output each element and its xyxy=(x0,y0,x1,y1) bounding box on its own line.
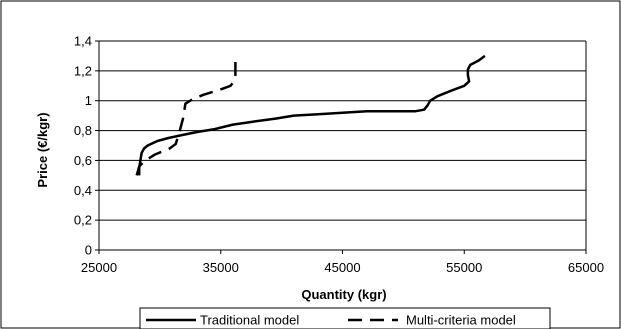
y-tick-label: 1,2 xyxy=(74,63,92,78)
y-tick-label: 0,6 xyxy=(74,153,92,168)
x-tick-label: 55000 xyxy=(446,260,482,275)
y-tick-label: 0 xyxy=(85,243,92,258)
x-tick-labels: 25000 35000 45000 55000 65000 xyxy=(81,260,604,275)
legend-box xyxy=(139,307,551,329)
legend-label-multicriteria: Multi-criteria model xyxy=(406,313,516,328)
legend-label-traditional: Traditional model xyxy=(200,313,299,328)
y-tick-label: 1 xyxy=(85,93,92,108)
y-tick-label: 0,2 xyxy=(74,213,92,228)
x-axis-label: Quantity (kgr) xyxy=(301,287,386,302)
legend: Traditional model Multi-criteria model xyxy=(139,307,551,329)
x-tick-label: 65000 xyxy=(568,260,604,275)
y-axis-label: Price (€/kgr) xyxy=(35,112,50,187)
x-tick-label: 35000 xyxy=(203,260,239,275)
series-line-traditional xyxy=(137,54,486,176)
axes xyxy=(95,40,587,254)
y-tick-label: 1,4 xyxy=(74,34,92,49)
x-tick-label: 25000 xyxy=(81,260,117,275)
y-tick-labels: 0 0,2 0,4 0,6 0,8 1 1,2 1,4 xyxy=(74,34,92,258)
y-tick-label: 0,4 xyxy=(74,183,92,198)
y-tick-label: 0,8 xyxy=(74,123,92,138)
series-lines xyxy=(135,54,486,176)
x-tick-label: 45000 xyxy=(324,260,360,275)
